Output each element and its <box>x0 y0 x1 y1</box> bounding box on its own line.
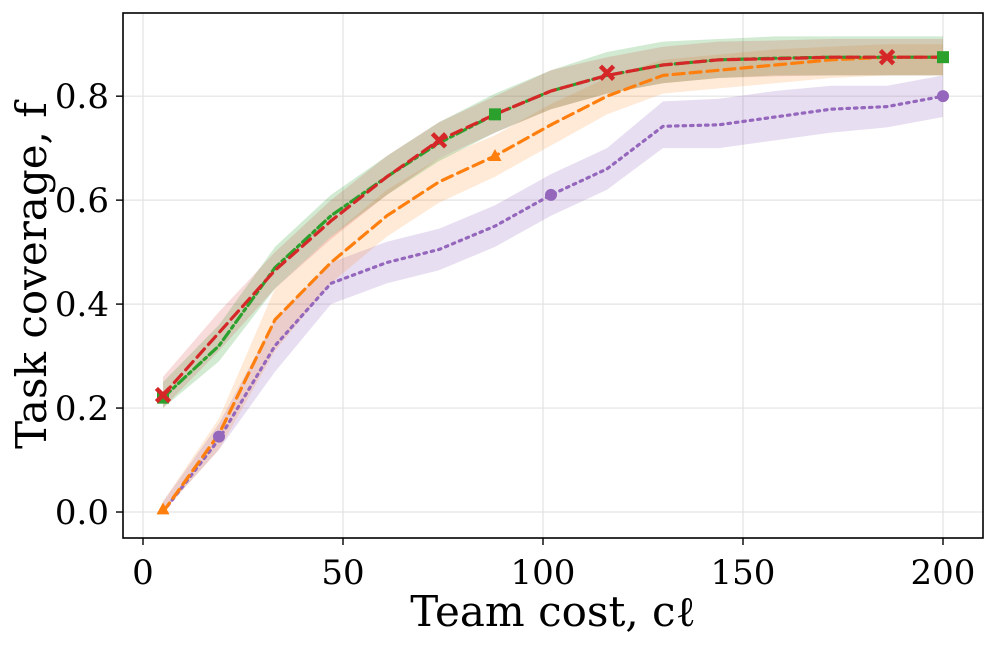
orange-dashed-band <box>163 44 943 512</box>
green-dash-dot-band <box>163 36 943 409</box>
y-tick-label: 0.8 <box>55 77 109 117</box>
red-dashed-marker <box>154 386 172 404</box>
red-dashed-marker <box>878 49 896 66</box>
green-dash-dot-marker <box>937 51 949 64</box>
x-tick-label: 0 <box>132 553 154 593</box>
y-tick-label: 0.2 <box>55 389 109 429</box>
red-dashed-marker-stroke <box>598 64 616 81</box>
red-dashed-marker <box>598 64 616 81</box>
x-tick-label: 200 <box>911 553 976 593</box>
purple-dotted-marker <box>545 188 557 201</box>
plot-frame <box>122 12 984 539</box>
series-line-layer <box>161 55 945 514</box>
green-dash-dot-marker <box>489 108 501 121</box>
purple-dotted-band <box>163 75 943 513</box>
x-tick-label: 100 <box>511 553 576 593</box>
purple-dotted-marker <box>213 430 225 443</box>
confidence-band-layer <box>163 36 943 513</box>
orange-dashed-line <box>161 55 945 514</box>
tick-layer: 0 50 100 150 200 0.0 0.2 0.4 0.6 0.8 <box>55 77 976 593</box>
orange-dashed-marker <box>156 502 170 515</box>
red-dashed-marker-stroke <box>878 49 896 66</box>
red-dashed-line <box>161 55 945 397</box>
y-tick-label: 0.6 <box>55 181 109 221</box>
orange-dashed-marker <box>488 148 502 161</box>
x-tick-label: 50 <box>321 553 364 593</box>
x-tick-label: 150 <box>711 553 776 593</box>
red-dashed-marker <box>430 132 448 149</box>
marker-layer <box>154 49 949 515</box>
red-dashed-marker-stroke <box>154 386 172 404</box>
red-dashed-band <box>163 39 943 408</box>
y-axis-label: Task coverage, f <box>7 99 56 449</box>
purple-dotted-marker <box>937 90 949 103</box>
purple-dotted-line <box>161 94 945 514</box>
y-tick-label: 0.0 <box>55 493 109 533</box>
red-dashed-marker-stroke <box>430 132 448 149</box>
x-axis-label: Team cost, cℓ <box>410 587 695 636</box>
y-tick-label: 0.4 <box>55 285 109 325</box>
